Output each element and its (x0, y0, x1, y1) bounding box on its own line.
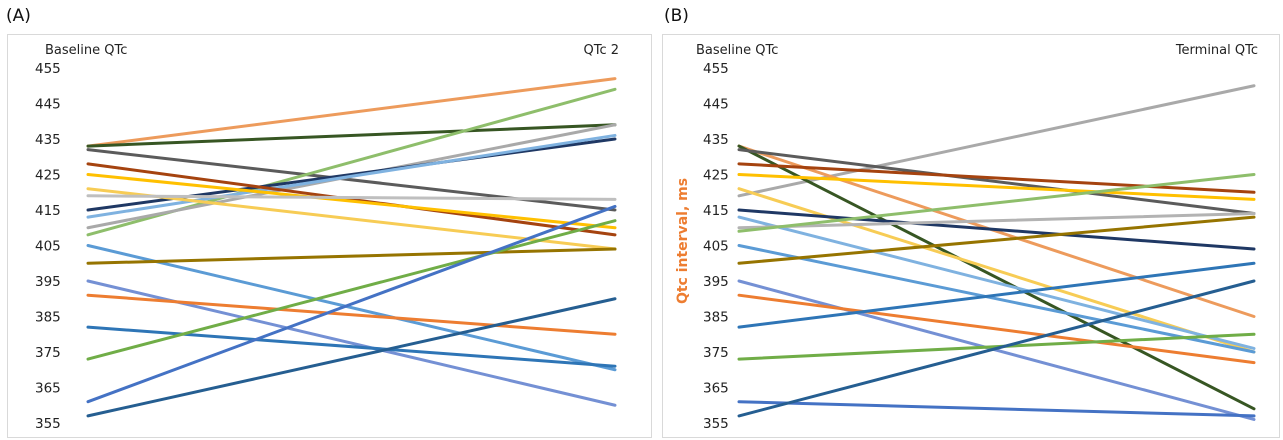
chart-b-series-line (737, 215, 1256, 350)
chart-a-series-line (86, 297, 617, 418)
chart-b-ytick-label: 435 (703, 132, 729, 148)
chart-b-svg: 455 445 435 425 415 405 395 385 375 365 355 Baselin… (675, 43, 1258, 432)
chart-b-series-line (737, 400, 1256, 418)
chart-b-ytick-label: 425 (703, 168, 729, 184)
chart-a-ytick-label: 395 (35, 274, 61, 290)
chart-panel-b: 455 445 435 425 415 405 395 385 375 365 355 Baselin… (662, 34, 1280, 438)
chart-b-series-line (737, 261, 1256, 329)
chart-a-series-line (86, 244, 617, 372)
chart-a-svg: 455 445 435 425 415 405 395 385 375 365 355 Baselin… (35, 43, 619, 432)
chart-b-ytick-label: 385 (703, 310, 729, 326)
chart-b-series-line (737, 144, 1256, 411)
chart-b-series-line (737, 162, 1256, 194)
chart-b-series-line (737, 148, 1256, 216)
chart-a-series-line (86, 123, 617, 148)
chart-b-ytick-label: 415 (703, 203, 729, 219)
chart-a-category-label: QTc 2 (583, 43, 619, 58)
chart-a-series-line (86, 204, 617, 404)
chart-b-y-axis-title: Qtc interval, ms (675, 178, 691, 304)
chart-b-ytick-label: 455 (703, 61, 729, 77)
chart-b-ytick-label: 445 (703, 97, 729, 113)
chart-a-series-line (86, 162, 617, 237)
chart-a-ytick-label: 385 (35, 310, 61, 326)
chart-b-series-line (737, 279, 1256, 421)
chart-b-series-line (737, 293, 1256, 365)
chart-a-ytick-label: 405 (35, 239, 61, 255)
chart-b-ytick-label: 365 (703, 381, 729, 397)
chart-a-series-line (86, 325, 617, 368)
chart-a-ytick-label: 435 (35, 132, 61, 148)
chart-a-category-label: Baseline QTc (45, 43, 127, 58)
chart-b-category-label: Baseline QTc (696, 43, 778, 58)
chart-b-ytick-label: 375 (703, 345, 729, 361)
chart-a-ytick-label: 455 (35, 61, 61, 77)
chart-b-series-line (737, 173, 1256, 233)
chart-b-series-line (737, 215, 1256, 265)
chart-a-series-line (86, 293, 617, 336)
chart-a-ytick-label: 415 (35, 203, 61, 219)
chart-a-series-line (86, 77, 617, 148)
chart-a-ytick-label: 445 (35, 97, 61, 113)
chart-a-ytick-label: 375 (35, 345, 61, 361)
chart-b-series-line (737, 144, 1256, 318)
chart-b-category-label: Terminal QTc (1175, 43, 1258, 58)
chart-b-series-line (737, 212, 1256, 230)
panel-b-label: (B) (664, 6, 689, 26)
chart-a-ytick-label: 355 (35, 416, 61, 432)
chart-a-series-line (86, 173, 617, 230)
chart-b-ytick-label: 355 (703, 416, 729, 432)
chart-panel-a: 455 445 435 425 415 405 395 385 375 365 355 Baselin… (7, 34, 652, 438)
chart-a-series-line (86, 133, 617, 219)
chart-b-series-line (737, 208, 1256, 251)
chart-a-series-line (86, 219, 617, 361)
chart-b-ytick-label: 405 (703, 239, 729, 255)
chart-b-series-line (737, 173, 1256, 201)
chart-b-series-line (737, 332, 1256, 361)
chart-a-ytick-label: 425 (35, 168, 61, 184)
chart-a-ytick-label: 365 (35, 381, 61, 397)
panel-a-label: (A) (6, 6, 31, 26)
chart-a-series-line (86, 247, 617, 265)
chart-b-series-line (737, 279, 1256, 418)
chart-b-ytick-label: 395 (703, 274, 729, 290)
chart-b-series-line (737, 244, 1256, 354)
chart-a-series-line (86, 194, 617, 201)
